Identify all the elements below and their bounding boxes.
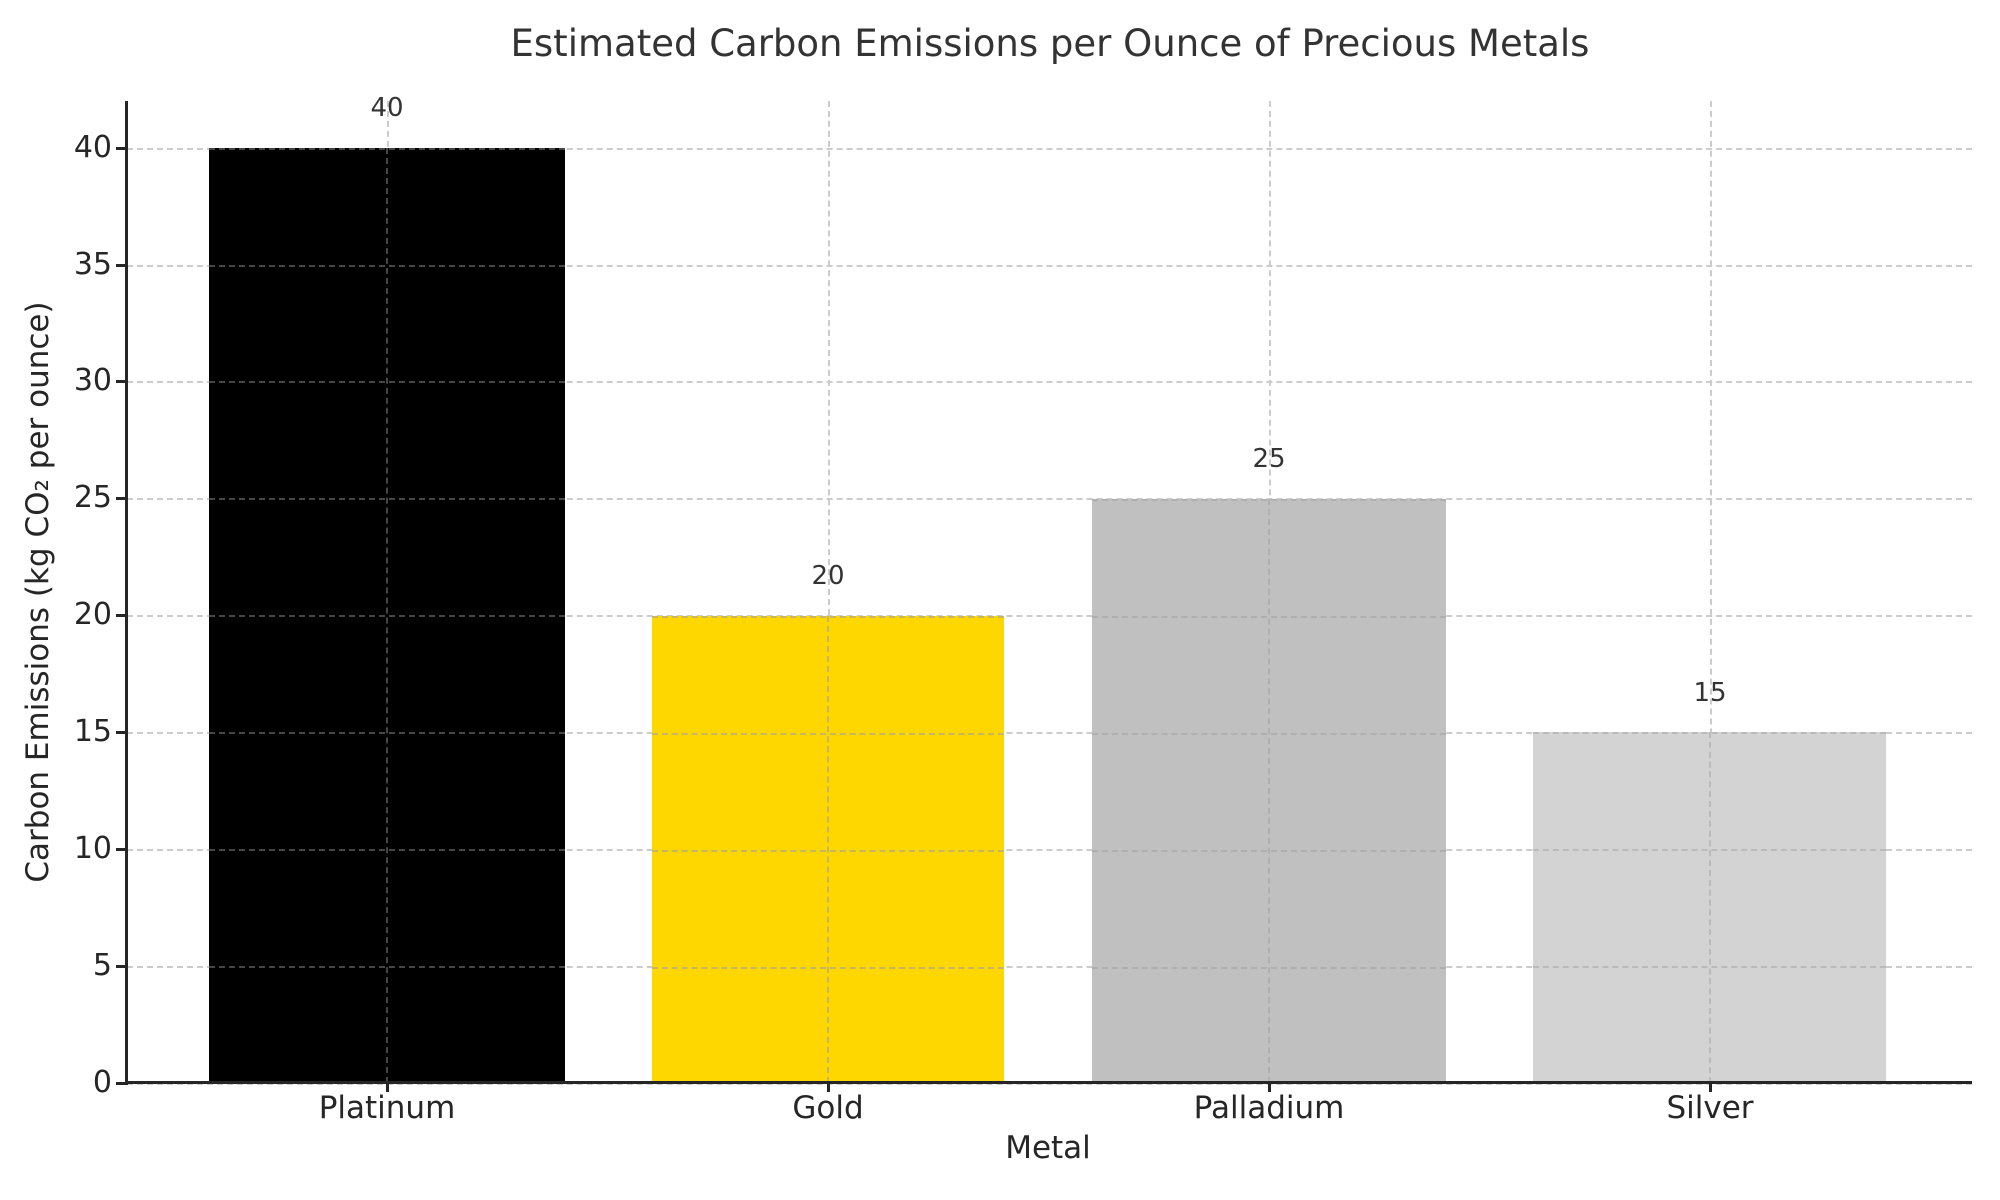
y-tick <box>116 264 125 267</box>
grid-overlay <box>1533 849 1886 851</box>
gridline-y-5 <box>127 966 1972 968</box>
y-tick-label-0: 0 <box>92 1065 112 1100</box>
grid-overlay <box>827 616 829 1083</box>
grid-overlay <box>1092 850 1446 852</box>
grid-overlay <box>1268 499 1270 1083</box>
data-label-palladium: 25 <box>1252 444 1286 474</box>
x-tick <box>1268 1083 1271 1092</box>
grid-overlay <box>652 967 1004 969</box>
x-tick-label-platinum: Platinum <box>318 1090 456 1126</box>
grid-overlay <box>1092 616 1446 618</box>
x-tick-label-gold: Gold <box>792 1090 864 1126</box>
grid-overlay <box>209 498 565 500</box>
grid-overlay <box>652 850 1004 852</box>
grid-overlay <box>652 733 1004 735</box>
gridline-y-20 <box>127 615 1972 617</box>
grid-overlay <box>1533 966 1886 968</box>
grid-overlay <box>209 265 565 267</box>
grid-overlay <box>209 148 565 150</box>
y-tick-label-30: 30 <box>73 363 112 398</box>
y-tick <box>116 380 125 383</box>
grid-overlay <box>209 732 565 734</box>
y-tick <box>116 965 125 968</box>
grid-overlay <box>209 615 565 617</box>
y-axis-line <box>125 101 128 1085</box>
grid-overlay <box>209 849 565 851</box>
grid-overlay <box>1092 499 1446 501</box>
gridline-x-gold <box>828 101 830 1083</box>
y-axis-label: Carbon Emissions (kg CO₂ per ounce) <box>20 301 56 883</box>
data-label-gold: 20 <box>811 561 845 591</box>
x-tick <box>386 1083 389 1092</box>
y-tick <box>116 147 125 150</box>
y-tick-label-15: 15 <box>73 714 112 749</box>
grid-overlay <box>652 616 1004 618</box>
grid-overlay <box>1533 732 1886 734</box>
y-tick <box>116 848 125 851</box>
grid-overlay <box>209 381 565 383</box>
gridline-y-40 <box>127 148 1972 150</box>
gridline-x-silver <box>1710 101 1712 1083</box>
bar-platinum <box>209 148 565 1083</box>
y-tick <box>116 1082 125 1085</box>
y-tick-label-35: 35 <box>73 247 112 282</box>
chart-title: Estimated Carbon Emissions per Ounce of … <box>510 22 1590 65</box>
bar-silver <box>1533 732 1886 1083</box>
gridline-y-25 <box>127 498 1972 500</box>
gridline-y-30 <box>127 381 1972 383</box>
grid-overlay <box>1709 732 1711 1083</box>
y-tick-label-20: 20 <box>73 597 112 632</box>
gridline-y-15 <box>127 732 1972 734</box>
y-tick-label-40: 40 <box>73 130 112 165</box>
bar-palladium <box>1092 499 1446 1083</box>
y-tick-label-5: 5 <box>92 948 112 983</box>
y-tick-label-10: 10 <box>73 831 112 866</box>
data-label-platinum: 40 <box>370 93 404 123</box>
x-axis-line <box>125 1081 1972 1084</box>
gridline-y-0 <box>127 1083 1972 1085</box>
y-tick <box>116 497 125 500</box>
y-tick <box>116 614 125 617</box>
y-tick <box>116 731 125 734</box>
gridline-y-35 <box>127 265 1972 267</box>
x-tick-label-silver: Silver <box>1666 1090 1754 1126</box>
y-tick-label-25: 25 <box>73 480 112 515</box>
grid-overlay <box>1092 733 1446 735</box>
x-axis-label: Metal <box>1005 1130 1091 1166</box>
data-label-silver: 15 <box>1693 678 1727 708</box>
plot-area: 40 20 25 15 <box>127 93 1972 1085</box>
bar-gold <box>652 616 1004 1083</box>
x-tick <box>1709 1083 1712 1092</box>
gridline-y-10 <box>127 849 1972 851</box>
x-tick <box>827 1083 830 1092</box>
x-tick-label-palladium: Palladium <box>1193 1090 1345 1126</box>
grid-overlay <box>209 966 565 968</box>
grid-overlay <box>1092 967 1446 969</box>
